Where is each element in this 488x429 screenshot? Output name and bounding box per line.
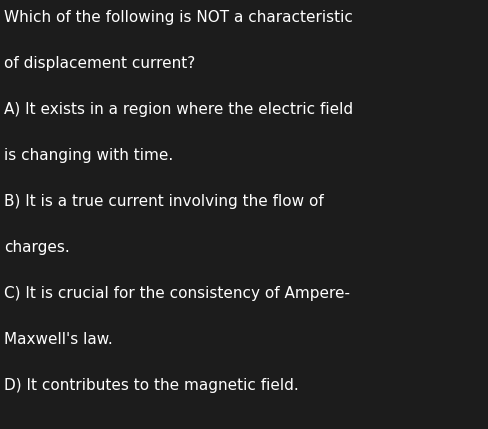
Text: is changing with time.: is changing with time. (4, 148, 173, 163)
Text: Maxwell's law.: Maxwell's law. (4, 332, 113, 347)
Text: Which of the following is NOT a characteristic: Which of the following is NOT a characte… (4, 10, 352, 25)
Text: B) It is a true current involving the flow of: B) It is a true current involving the fl… (4, 194, 323, 209)
Text: A) It exists in a region where the electric field: A) It exists in a region where the elect… (4, 102, 352, 117)
Text: C) It is crucial for the consistency of Ampere-: C) It is crucial for the consistency of … (4, 286, 349, 301)
Text: charges.: charges. (4, 240, 70, 255)
Text: of displacement current?: of displacement current? (4, 56, 195, 71)
Text: D) It contributes to the magnetic field.: D) It contributes to the magnetic field. (4, 378, 298, 393)
